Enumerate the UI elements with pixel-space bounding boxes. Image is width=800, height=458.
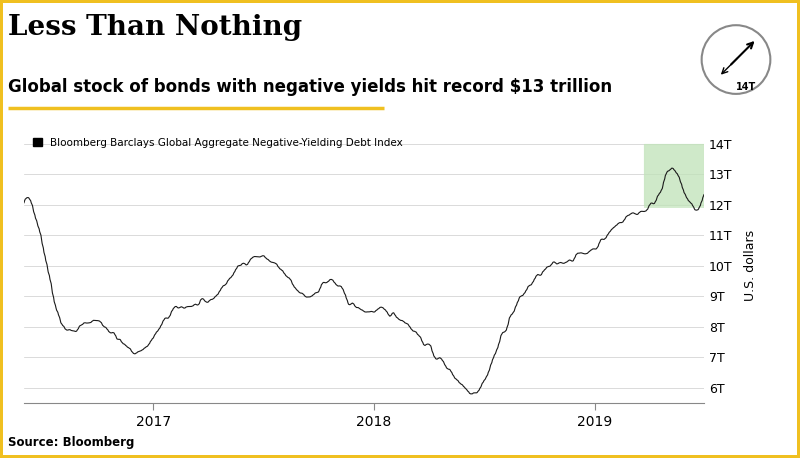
Text: Source: Bloomberg: Source: Bloomberg	[8, 436, 134, 449]
Y-axis label: U.S. dollars: U.S. dollars	[743, 230, 757, 301]
Bar	[643, 143, 704, 205]
Text: 14T: 14T	[736, 82, 757, 92]
Legend: Bloomberg Barclays Global Aggregate Negative-Yielding Debt Index: Bloomberg Barclays Global Aggregate Nega…	[30, 133, 407, 152]
Text: Less Than Nothing: Less Than Nothing	[8, 14, 302, 41]
Bar	[643, 143, 704, 207]
Text: Global stock of bonds with negative yields hit record $13 trillion: Global stock of bonds with negative yiel…	[8, 78, 612, 96]
